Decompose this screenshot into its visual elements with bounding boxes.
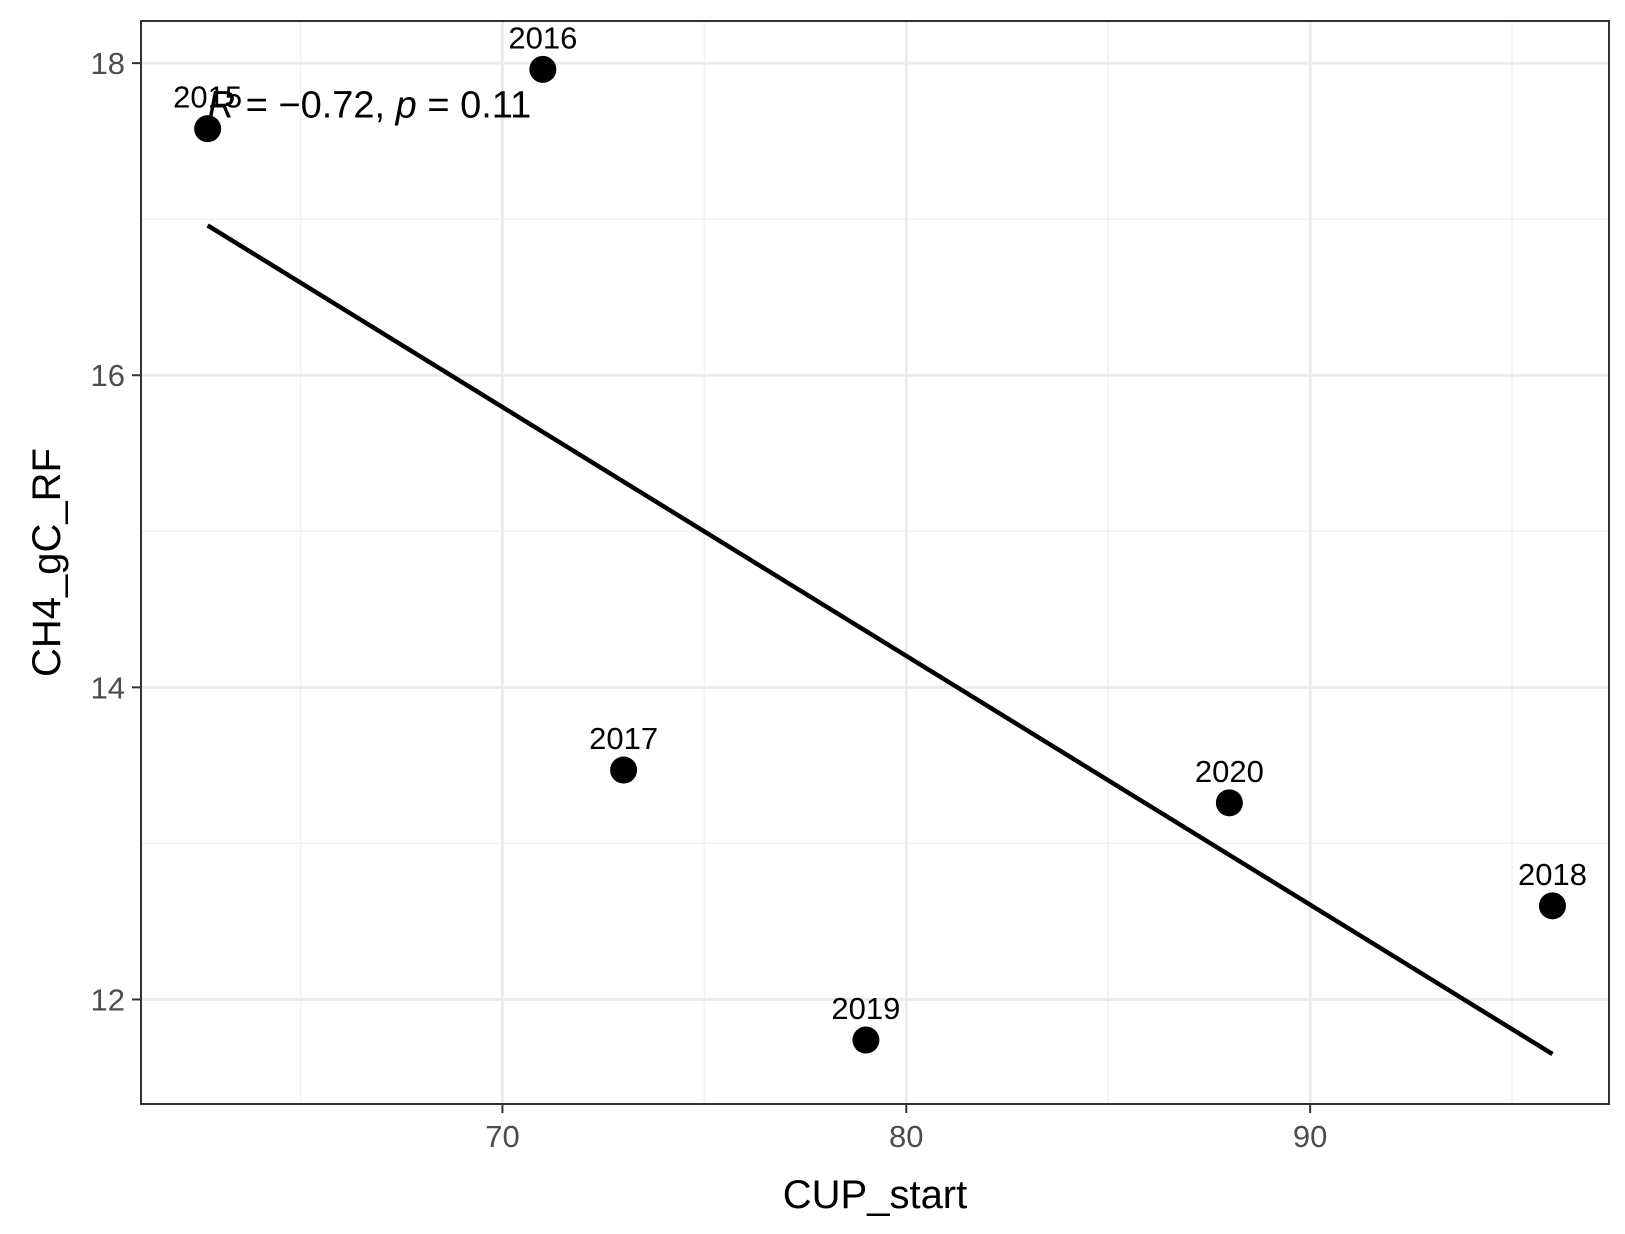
correlation-annotation: R = −0.72, p = 0.11	[208, 85, 532, 127]
regression-line	[206, 223, 1554, 1056]
y-tick-label: 18	[91, 46, 125, 81]
y-tick-label: 14	[91, 670, 125, 705]
major-gridlines	[141, 21, 1609, 1104]
point-label-2018: 2018	[1518, 857, 1587, 892]
x-tick-label: 90	[1293, 1119, 1327, 1154]
data-points	[194, 55, 1566, 1054]
r-value: = −0.72,	[235, 85, 396, 127]
point-label-2020: 2020	[1195, 754, 1264, 789]
y-axis-title: CH4_gC_RF	[25, 448, 69, 677]
p-value: = 0.11	[417, 85, 531, 127]
point-label-2016: 2016	[508, 20, 577, 55]
point-label-2017: 2017	[589, 721, 658, 756]
y-tick-label: 12	[91, 982, 125, 1017]
y-tick-label: 16	[91, 358, 125, 393]
x-axis-ticks: 70 80 90	[485, 1104, 1327, 1154]
point-label-2019: 2019	[831, 991, 900, 1026]
data-point-2017	[610, 756, 638, 784]
data-point-2020	[1215, 789, 1243, 817]
point-labels: 2015 2016 2017 2018 2019 2020	[173, 20, 1587, 1026]
data-point-2016	[529, 55, 557, 83]
r-symbol: R	[208, 85, 235, 127]
data-point-2019	[852, 1026, 880, 1054]
minor-gridlines	[141, 21, 1609, 1104]
data-point-2018	[1538, 892, 1566, 920]
panel-border	[140, 20, 1610, 1105]
regression-line-layer	[206, 223, 1554, 1056]
x-tick-label: 80	[889, 1119, 923, 1154]
data-point-2015	[194, 115, 222, 143]
x-tick-label: 70	[485, 1119, 519, 1154]
y-axis-ticks: 12 14 16 18	[91, 46, 141, 1017]
p-symbol: p	[395, 85, 417, 127]
x-axis-title: CUP_start	[783, 1173, 968, 1217]
point-label-2015: 2015	[173, 80, 242, 115]
